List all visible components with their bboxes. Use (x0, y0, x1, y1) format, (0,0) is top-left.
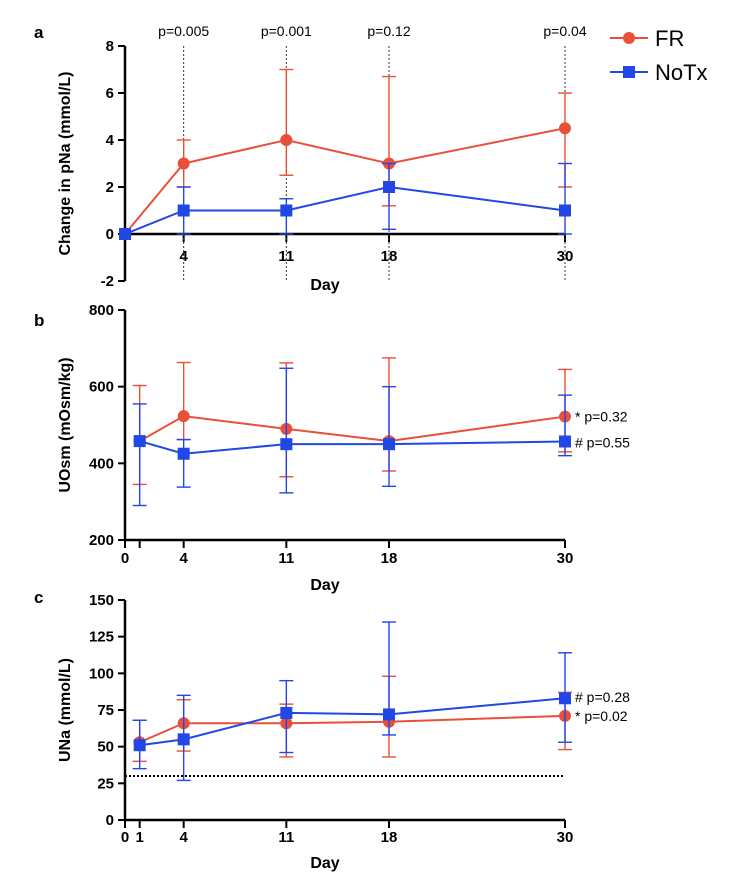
p-value-label: p=0.001 (261, 23, 312, 39)
series-line (124, 127, 566, 235)
series-notx (132, 621, 572, 782)
data-point (559, 435, 571, 448)
x-axis-title: Day (310, 277, 339, 294)
x-tick-label: 18 (381, 248, 398, 265)
data-point (559, 122, 571, 135)
y-tick-label: 100 (89, 665, 114, 682)
panel-a: a Change in pNa (mmol/L) Day -2 0 2 4 6 8 4 11 18 30… (34, 23, 587, 294)
data-point (177, 157, 190, 170)
x-tick-label: 18 (381, 550, 398, 567)
legend-marker-fr (623, 32, 635, 44)
x-tick-label: 11 (278, 248, 294, 265)
data-point (133, 739, 146, 752)
annotation: # p=0.55 (575, 434, 630, 450)
data-point (177, 447, 190, 460)
panels: a Change in pNa (mmol/L) Day -2 0 2 4 6 8 4 11 18 30… (34, 23, 630, 872)
y-tick-label: 800 (89, 302, 114, 319)
y-tick-label: 25 (97, 775, 114, 792)
panel-b: b UOsm (mOsm/kg) Day 200 400 600 800 0 4 11 18 30 * … (34, 302, 630, 594)
data-point (280, 204, 293, 217)
x-tick-label: 11 (278, 550, 294, 567)
y-tick-label: 200 (89, 532, 114, 549)
panel-letter: b (34, 311, 44, 330)
x-tick-label: 30 (557, 248, 574, 265)
x-axis-title: Day (310, 577, 339, 594)
series-fr (132, 357, 572, 486)
data-point (119, 228, 131, 240)
y-tick-label: 8 (106, 38, 114, 55)
data-point (177, 204, 190, 217)
legend-label-notx: NoTx (655, 60, 708, 85)
series-notx (132, 367, 572, 507)
x-tick-label: 4 (179, 550, 188, 567)
data-point (177, 733, 190, 746)
legend-label-fr: FR (655, 26, 684, 51)
series-line (124, 185, 566, 235)
y-tick-label: 6 (106, 85, 114, 102)
y-tick-label: 50 (97, 739, 114, 756)
p-value-label: p=0.005 (158, 23, 209, 39)
x-tick-label: 11 (278, 829, 294, 846)
y-tick-label: 0 (106, 226, 114, 243)
y-tick-label: 2 (106, 179, 114, 196)
y-tick-label: 150 (89, 592, 114, 609)
x-tick-label: 0 (121, 829, 129, 846)
data-point (280, 134, 293, 146)
y-tick-label: 400 (89, 455, 114, 472)
series-fr (132, 675, 572, 763)
x-tick-label: 1 (135, 829, 143, 846)
y-axis-title: Change in pNa (mmol/L) (57, 72, 74, 256)
x-tick-label: 18 (381, 829, 398, 846)
y-axis-title: UOsm (mOsm/kg) (57, 357, 74, 492)
data-point (559, 204, 571, 217)
data-point (383, 708, 395, 721)
p-value-label: p=0.12 (367, 23, 410, 39)
data-point (383, 438, 395, 451)
x-tick-label: 30 (557, 550, 574, 567)
series-line (139, 714, 566, 744)
panel-letter: a (34, 23, 44, 42)
y-tick-label: 0 (106, 812, 114, 829)
legend: FR NoTx (610, 26, 708, 85)
y-axis-title: UNa (mmol/L) (57, 658, 74, 762)
legend-marker-notx (623, 66, 635, 78)
annotation: * p=0.02 (575, 708, 628, 724)
x-tick-label: 4 (179, 829, 188, 846)
x-axis-title: Day (310, 855, 339, 872)
panel-letter: c (34, 588, 43, 607)
y-tick-label: -2 (101, 273, 114, 290)
data-point (280, 706, 293, 719)
legend-item-notx: NoTx (610, 60, 708, 85)
data-point (177, 410, 190, 423)
data-point (133, 435, 146, 448)
data-point (383, 181, 395, 193)
legend-item-fr: FR (610, 26, 684, 51)
p-value-label: p=0.04 (543, 23, 586, 39)
y-tick-label: 4 (106, 132, 115, 149)
annotation: # p=0.28 (575, 689, 630, 705)
data-point (280, 438, 293, 451)
y-tick-label: 125 (89, 629, 114, 646)
y-tick-label: 600 (89, 379, 114, 396)
series-line (139, 440, 566, 455)
y-tick-label: 75 (97, 702, 114, 719)
x-tick-label: 0 (121, 550, 129, 567)
annotation: * p=0.32 (575, 409, 628, 425)
series-notx (119, 162, 572, 240)
series-line (139, 415, 566, 443)
data-point (559, 692, 571, 705)
x-tick-label: 4 (179, 248, 188, 265)
x-tick-label: 30 (557, 829, 574, 846)
